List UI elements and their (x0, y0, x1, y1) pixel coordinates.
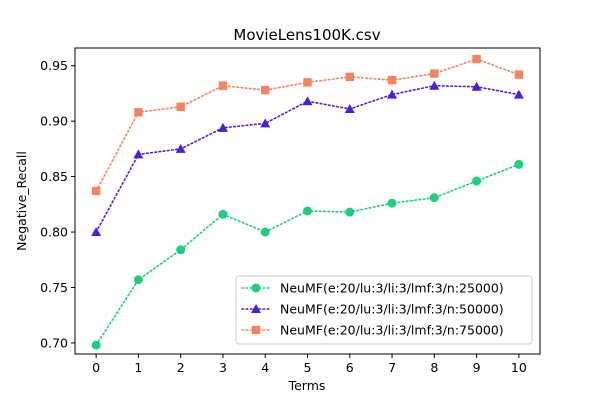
data-point (134, 108, 143, 117)
legend-label: NeuMF(e:20/lu:3/li:3/lmf:3/n:25000) (280, 281, 504, 296)
plot-series (91, 54, 524, 350)
series-1 (91, 159, 524, 350)
legend-marker (251, 304, 261, 313)
data-point (303, 206, 312, 216)
data-point (514, 159, 524, 169)
data-point (260, 227, 270, 237)
x-tick-label: 7 (388, 360, 396, 375)
plot-frame (74, 47, 541, 355)
data-point (218, 81, 228, 90)
data-point (471, 81, 482, 91)
x-tick-label: 2 (177, 360, 185, 375)
x-tick-label: 1 (134, 360, 142, 375)
data-point (387, 75, 397, 85)
data-point (133, 149, 144, 159)
data-point (387, 89, 398, 99)
data-point (513, 89, 524, 99)
legend-marker (251, 283, 261, 293)
x-tick-label: 6 (346, 360, 354, 375)
series-3 (91, 54, 524, 196)
data-point (176, 245, 186, 255)
data-point (344, 103, 355, 113)
legend-box (235, 275, 533, 345)
data-point (133, 275, 143, 285)
x-tick-label: 4 (261, 360, 269, 375)
y-axis-label: Negative_Recall (14, 151, 29, 251)
legend-label: NeuMF(e:20/lu:3/li:3/lmf:3/n:75000) (280, 323, 504, 338)
data-point (303, 78, 312, 87)
legend-entry: NeuMF(e:20/lu:3/li:3/lmf:3/n:50000) (241, 302, 504, 317)
y-tick-label: 0.80 (40, 225, 68, 240)
data-point (91, 186, 101, 196)
data-point (387, 198, 397, 208)
data-point (514, 70, 524, 79)
data-point (91, 227, 102, 237)
x-tick-label: 9 (473, 360, 481, 375)
data-point (260, 118, 271, 128)
axis-ticks: 0 1 2 3 4 5 6 7 8 9 10 0.70 0.75 0.80 0.85 0.90 0.95 (40, 58, 527, 375)
data-point (175, 143, 186, 153)
x-tick-label: 0 (92, 360, 100, 375)
data-point (472, 54, 481, 64)
data-point (217, 122, 228, 132)
x-axis-label: Terms (288, 378, 326, 393)
y-tick-label: 0.85 (40, 169, 68, 184)
y-tick-label: 0.95 (40, 58, 68, 73)
data-point (218, 209, 228, 219)
x-tick-label: 10 (511, 360, 527, 375)
data-point (91, 340, 101, 350)
data-point (472, 176, 482, 186)
data-point (345, 72, 354, 82)
data-point (429, 80, 440, 90)
data-point (302, 96, 313, 106)
series-2 (91, 80, 524, 237)
data-point (345, 207, 355, 217)
data-point (176, 102, 185, 111)
x-tick-label: 5 (304, 360, 312, 375)
legend-entry: NeuMF(e:20/lu:3/li:3/lmf:3/n:75000) (241, 323, 504, 338)
legend-entry: NeuMF(e:20/lu:3/li:3/lmf:3/n:25000) (241, 281, 504, 296)
legend: NeuMF(e:20/lu:3/li:3/lmf:3/n:25000) NeuMF… (235, 275, 533, 345)
y-tick-label: 0.70 (40, 335, 68, 350)
legend-label: NeuMF(e:20/lu:3/li:3/lmf:3/n:50000) (280, 302, 504, 317)
data-point (430, 69, 439, 78)
y-tick-label: 0.75 (40, 280, 68, 295)
x-tick-label: 3 (219, 360, 227, 375)
x-tick-label: 8 (430, 360, 438, 375)
data-point (429, 193, 439, 203)
y-tick-label: 0.90 (40, 114, 68, 129)
legend-marker (251, 325, 261, 335)
chart-title: MovieLens100K.csv (233, 26, 380, 44)
data-point (261, 85, 270, 95)
